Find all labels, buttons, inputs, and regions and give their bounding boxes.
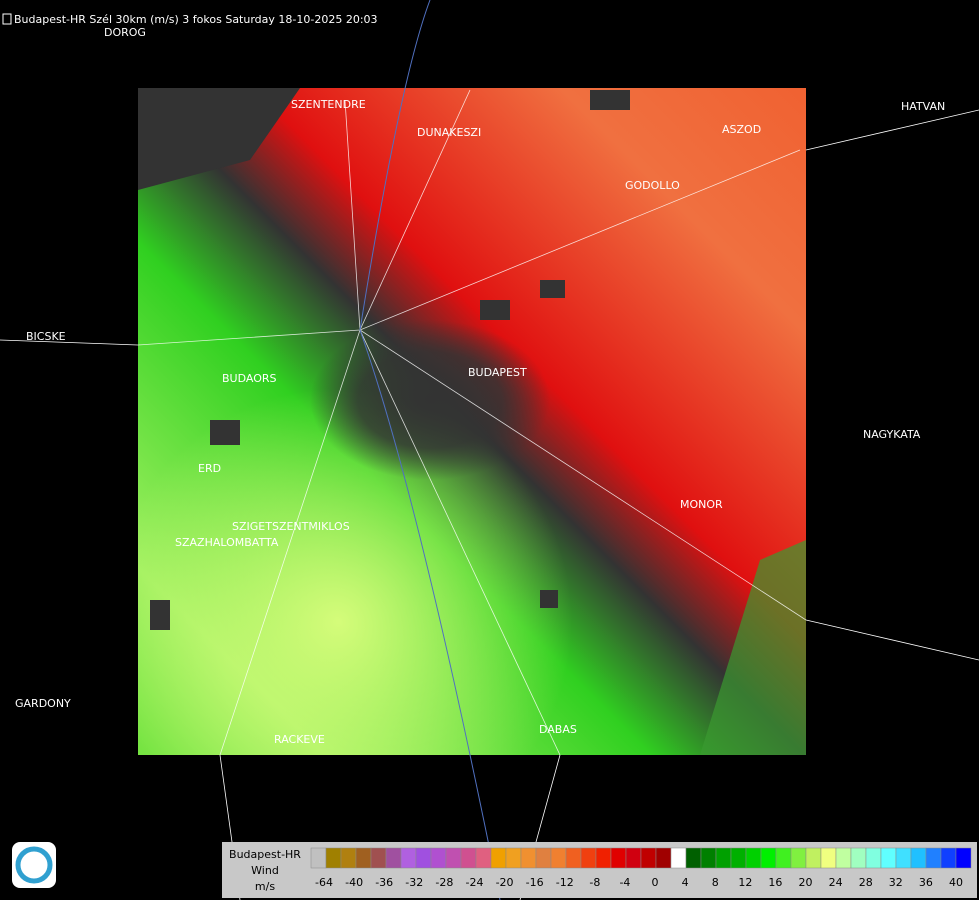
color-swatch <box>685 847 702 869</box>
color-swatch <box>805 847 822 869</box>
color-swatch <box>745 847 762 869</box>
legend-tick-label: -28 <box>435 876 453 889</box>
place-label: HATVAN <box>901 100 945 113</box>
color-swatch <box>895 847 912 869</box>
color-swatch <box>715 847 732 869</box>
color-swatch <box>640 847 657 869</box>
logo <box>12 842 56 888</box>
color-swatch <box>655 847 672 869</box>
color-swatch <box>520 847 537 869</box>
radar-image <box>138 88 806 755</box>
place-label: MONOR <box>680 498 723 511</box>
legend-tick-label: -16 <box>526 876 544 889</box>
place-label: RACKEVE <box>274 733 325 746</box>
place-label: BICSKE <box>26 330 66 343</box>
place-label: DABAS <box>539 723 577 736</box>
legend-tick-label: 0 <box>652 876 659 889</box>
color-swatch <box>505 847 522 869</box>
color-swatch <box>490 847 507 869</box>
place-label: BUDAPEST <box>468 366 527 379</box>
color-swatch <box>850 847 867 869</box>
legend-tick-label: -4 <box>619 876 630 889</box>
color-swatch <box>730 847 747 869</box>
color-swatch <box>865 847 882 869</box>
color-swatch <box>580 847 597 869</box>
legend-tick-label: -12 <box>556 876 574 889</box>
place-label: NAGYKATA <box>863 428 921 441</box>
color-swatch <box>400 847 417 869</box>
color-swatch <box>790 847 807 869</box>
legend-tick-label: 36 <box>919 876 933 889</box>
place-label: ERD <box>198 462 221 475</box>
legend-unit: m/s <box>255 880 275 893</box>
color-swatch <box>415 847 432 869</box>
color-swatch <box>820 847 837 869</box>
color-swatch <box>880 847 897 869</box>
color-swatch <box>775 847 792 869</box>
legend-tick-label: 4 <box>682 876 689 889</box>
color-swatch <box>460 847 477 869</box>
header-title: Budapest-HR Szél 30km (m/s) 3 fokos Satu… <box>14 13 378 26</box>
place-labels: DOROG SZENTENDRE DUNAKESZI ASZOD HATVAN GODOL… <box>15 26 969 899</box>
color-swatch <box>595 847 612 869</box>
place-label: DOROG <box>104 26 146 39</box>
place-label: ASZOD <box>722 123 761 136</box>
legend-tick-label: 12 <box>738 876 752 889</box>
place-label: SZAZHALOMBATTA <box>175 536 279 549</box>
legend-station: Budapest-HR <box>229 848 301 861</box>
legend-tick-label: 24 <box>829 876 843 889</box>
color-swatch <box>370 847 387 869</box>
color-swatch <box>445 847 462 869</box>
color-swatch <box>910 847 927 869</box>
legend: Budapest-HR Wind m/s -64 -40 -36 -32 -28 -24-… <box>222 842 977 898</box>
legend-tick-label: -36 <box>375 876 393 889</box>
place-label: DUNAKESZI <box>417 126 481 139</box>
color-swatch <box>475 847 492 869</box>
legend-tick-label: -20 <box>496 876 514 889</box>
color-swatch <box>565 847 582 869</box>
legend-tick-label: 20 <box>799 876 813 889</box>
color-swatch <box>355 847 372 869</box>
color-swatch <box>535 847 552 869</box>
place-label: SZENTENDRE <box>291 98 366 111</box>
place-label: GARDONY <box>15 697 71 710</box>
color-swatch <box>625 847 642 869</box>
legend-tick-label: -64 <box>315 876 333 889</box>
color-swatch <box>940 847 957 869</box>
color-swatch <box>760 847 777 869</box>
color-swatch <box>670 847 687 869</box>
color-swatch <box>430 847 447 869</box>
place-label: BUDAORS <box>222 372 277 385</box>
legend-quantity: Wind <box>251 864 279 877</box>
color-swatch <box>325 847 342 869</box>
place-label: GODOLLO <box>625 179 680 192</box>
color-swatch <box>385 847 402 869</box>
legend-tick-label: 8 <box>712 876 719 889</box>
color-swatch <box>550 847 567 869</box>
color-swatch <box>610 847 627 869</box>
color-swatch <box>835 847 852 869</box>
color-swatch <box>310 847 327 869</box>
legend-tick-label: 40 <box>949 876 963 889</box>
legend-tick-label: 16 <box>768 876 782 889</box>
legend-tick-label: -40 <box>345 876 363 889</box>
place-label: SZIGETSZENTMIKLOS <box>232 520 350 533</box>
legend-tick-label: -32 <box>405 876 423 889</box>
legend-tick-label: 32 <box>889 876 903 889</box>
color-swatch <box>955 847 972 869</box>
color-swatch <box>700 847 717 869</box>
legend-tick-label: -24 <box>465 876 483 889</box>
color-swatch <box>925 847 942 869</box>
legend-tick-label: 28 <box>859 876 873 889</box>
color-swatch <box>340 847 357 869</box>
legend-tick-label: -8 <box>589 876 600 889</box>
title-icon <box>2 13 12 25</box>
